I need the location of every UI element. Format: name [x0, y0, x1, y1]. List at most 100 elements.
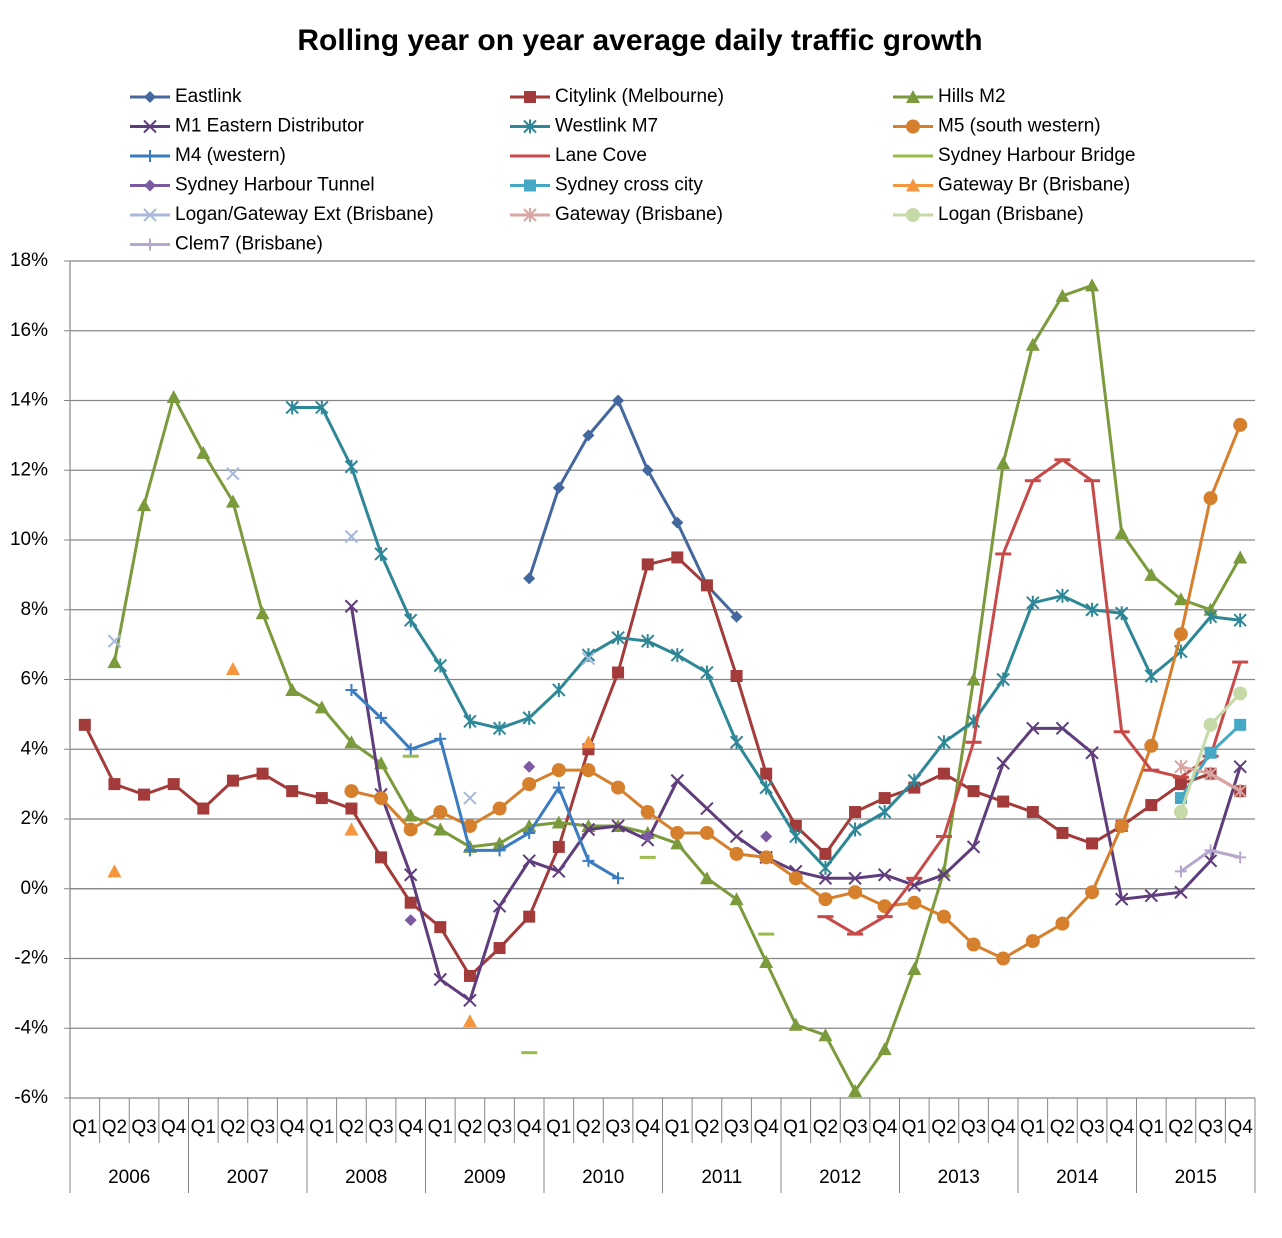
- marker: [551, 815, 566, 829]
- y-tick-label: 12%: [10, 459, 48, 480]
- legend-label: M5 (south western): [938, 116, 1101, 137]
- y-tick-label: 4%: [21, 738, 49, 759]
- y-tick-label: 0%: [21, 878, 49, 899]
- marker: [848, 1084, 863, 1098]
- x-group-label: 2009: [464, 1167, 506, 1188]
- legend-label: Gateway (Brisbane): [555, 204, 723, 225]
- marker: [996, 456, 1011, 470]
- y-tick-label: 8%: [21, 599, 49, 620]
- marker: [906, 119, 920, 134]
- marker: [522, 154, 538, 158]
- x-tick-label: Q3: [961, 1117, 986, 1138]
- x-tick-label: Q1: [428, 1117, 453, 1138]
- marker: [997, 795, 1010, 808]
- marker: [522, 777, 537, 792]
- marker: [1174, 778, 1187, 791]
- marker: [1114, 526, 1129, 540]
- x-tick-label: Q3: [1198, 1117, 1223, 1138]
- marker: [433, 972, 448, 987]
- legend-label: Sydney Harbour Bridge: [938, 145, 1136, 166]
- series: [817, 458, 1249, 936]
- marker: [1234, 851, 1247, 864]
- marker: [1174, 759, 1188, 774]
- marker: [463, 714, 477, 729]
- marker: [78, 718, 91, 731]
- marker: [144, 150, 156, 162]
- marker: [1144, 889, 1159, 903]
- marker: [492, 899, 507, 913]
- marker: [877, 805, 892, 820]
- marker: [640, 805, 655, 820]
- marker: [996, 756, 1010, 770]
- marker: [1024, 479, 1041, 483]
- x-tick-label: Q1: [1139, 1117, 1164, 1138]
- marker: [552, 840, 565, 853]
- marker: [552, 481, 565, 494]
- series: [1173, 686, 1248, 820]
- x-tick-label: Q2: [694, 1117, 719, 1138]
- marker: [819, 847, 832, 860]
- marker: [434, 732, 447, 745]
- x-tick-label: Q1: [1020, 1117, 1045, 1138]
- marker: [433, 822, 448, 836]
- marker: [729, 735, 744, 750]
- marker: [523, 760, 536, 773]
- marker: [1026, 721, 1040, 736]
- x-tick-label: Q4: [1109, 1117, 1135, 1138]
- marker: [197, 802, 210, 815]
- marker: [375, 711, 388, 724]
- x-tick-label: Q4: [1228, 1117, 1254, 1138]
- x-tick-label: Q2: [813, 1117, 838, 1138]
- x-tick-label: Q2: [931, 1117, 956, 1138]
- marker: [493, 844, 506, 857]
- x-group-label: 2011: [701, 1167, 742, 1188]
- series-line: [527, 399, 738, 618]
- marker: [225, 494, 240, 508]
- x-group-label: 2015: [1175, 1167, 1217, 1188]
- legend-label: Logan (Brisbane): [938, 204, 1084, 225]
- marker: [1203, 854, 1218, 868]
- marker: [344, 529, 359, 544]
- marker: [935, 834, 952, 838]
- marker: [700, 665, 714, 680]
- marker: [1025, 337, 1040, 351]
- marker: [403, 808, 418, 822]
- marker: [581, 822, 596, 837]
- marker: [285, 400, 299, 415]
- marker: [582, 854, 595, 867]
- marker: [789, 829, 803, 844]
- series-line: [350, 688, 619, 880]
- marker: [878, 792, 891, 805]
- marker: [907, 895, 922, 910]
- marker: [1204, 746, 1217, 759]
- series: [78, 551, 1247, 982]
- marker: [1085, 885, 1100, 900]
- marker: [758, 932, 775, 936]
- marker: [1026, 806, 1039, 819]
- marker: [1173, 805, 1188, 820]
- series: [1174, 759, 1247, 799]
- legend-label: Logan/Gateway Ext (Brisbane): [175, 204, 434, 225]
- x-group-label: 2014: [1056, 1167, 1099, 1188]
- series: [344, 599, 1247, 1008]
- marker: [759, 954, 774, 968]
- marker: [996, 951, 1011, 966]
- marker: [906, 178, 920, 192]
- marker: [344, 822, 359, 836]
- marker: [523, 208, 537, 222]
- marker: [143, 119, 157, 134]
- marker: [226, 774, 239, 787]
- marker: [1144, 669, 1159, 684]
- series: [285, 400, 1247, 875]
- marker: [404, 743, 417, 756]
- marker: [344, 599, 359, 613]
- marker: [729, 829, 744, 844]
- marker: [1086, 837, 1099, 850]
- marker: [818, 860, 833, 875]
- marker: [524, 179, 536, 192]
- marker: [285, 682, 300, 696]
- x-group-label: 2006: [108, 1167, 150, 1188]
- marker: [581, 651, 596, 666]
- marker: [966, 937, 981, 952]
- legend-label: Sydney Harbour Tunnel: [175, 175, 375, 196]
